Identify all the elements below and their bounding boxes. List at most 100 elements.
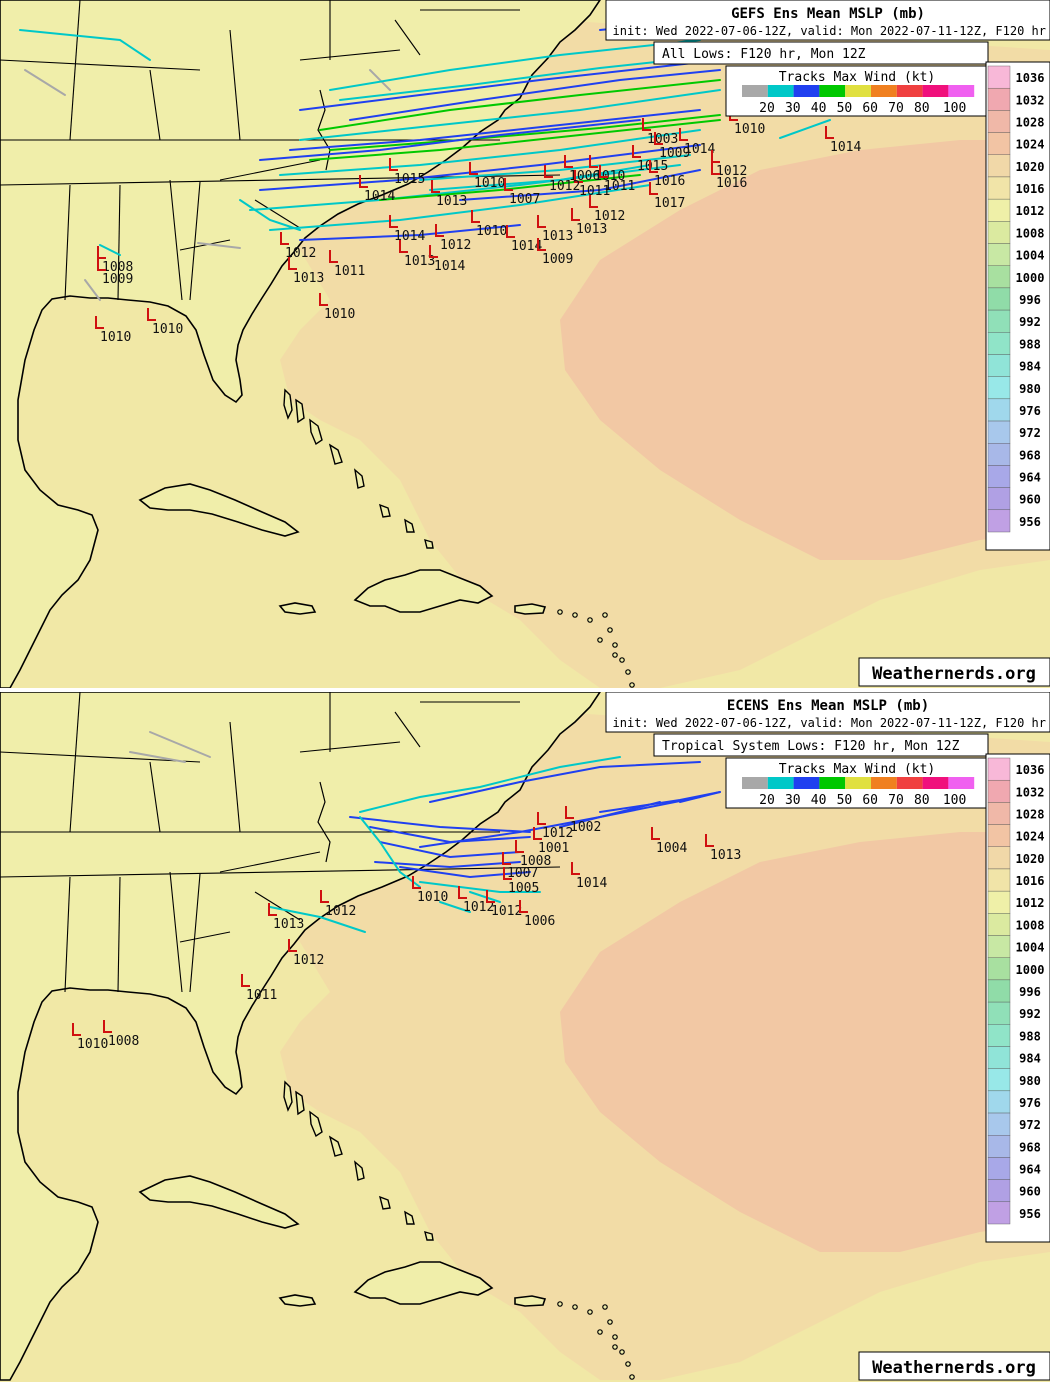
low-marker-icon: [486, 890, 495, 903]
bahamas-island: [309, 418, 323, 446]
colorbar-swatch: [987, 935, 1011, 958]
state-border: [0, 59, 201, 71]
lows-label-box: [653, 733, 989, 757]
storm-track: [279, 129, 701, 176]
state-border: [0, 751, 201, 763]
storm-track: [419, 796, 701, 848]
wind-color-swatch: [793, 85, 820, 97]
lesser-antilles-island: [602, 1304, 608, 1310]
low-marker-icon: [599, 165, 608, 178]
storm-track: [459, 169, 701, 201]
watermark: Weathernerds.org: [858, 1351, 1050, 1381]
storm-tracks: [19, 14, 831, 301]
lows-label-box: [653, 41, 989, 65]
colorbar-swatch: [987, 132, 1011, 155]
wind-color-swatch: [922, 85, 949, 97]
low-pressure-label: 1009: [102, 272, 133, 287]
low-marker-icon: [471, 210, 480, 223]
low-pressure-label: 1014: [684, 142, 715, 157]
storm-track: [374, 861, 521, 869]
lesser-antilles-island: [625, 669, 631, 675]
low-marker-icon: [564, 155, 573, 168]
low-pressure-label: 1008: [108, 1034, 139, 1049]
lows-label: Tropical System Lows: F120 hr, Mon 12Z: [662, 739, 960, 754]
state-border: [219, 159, 321, 181]
low-pressure-label: 1010: [594, 169, 625, 184]
wind-color-swatch: [767, 85, 794, 97]
wind-tick-label: 100: [943, 101, 966, 116]
storm-track: [99, 244, 121, 256]
wind-color-swatch: [948, 777, 975, 789]
colorbar-swatch: [987, 487, 1011, 511]
colorbar-label: 972: [1019, 1118, 1041, 1132]
track-legend-title: Tracks Max Wind (kt): [779, 70, 936, 85]
jamaica: [278, 602, 317, 615]
lesser-antilles-island: [607, 1319, 613, 1325]
low-marker-icon: [711, 162, 720, 175]
colorbar-label: 968: [1019, 448, 1041, 462]
wind-color-swatch: [845, 85, 871, 97]
low-marker-icon: [412, 876, 421, 889]
colorbar-label: 996: [1019, 985, 1041, 999]
colorbar-swatch: [987, 87, 1011, 111]
lesser-antilles-island: [557, 1301, 563, 1307]
colorbar-swatch: [987, 332, 1011, 355]
colorbar-label: 980: [1019, 382, 1041, 396]
state-border: [219, 851, 321, 873]
colorbar-swatch: [987, 1090, 1011, 1114]
colorbar-label: 1024: [1016, 830, 1045, 844]
header-box: GEFS Ens Mean MSLP (mb) init: Wed 2022-07…: [605, 0, 1050, 65]
bahamas-island: [404, 518, 415, 533]
state-border: [229, 721, 241, 833]
colorbar-label: 988: [1019, 337, 1041, 351]
cuba: [138, 483, 300, 537]
low-pressure-label: 1010: [474, 176, 505, 191]
lesser-antilles-island: [572, 1304, 578, 1310]
storm-track: [299, 59, 721, 111]
state-border: [179, 931, 231, 943]
low-pressure-label: 1011: [246, 988, 277, 1003]
low-pressure-label: 1013: [710, 848, 741, 863]
colorbar-swatch: [987, 824, 1011, 847]
low-pressure-label: 1014: [511, 239, 542, 254]
low-marker-icon: [649, 182, 658, 195]
low-pressure-label: 1011: [579, 184, 610, 199]
storm-track: [299, 89, 721, 141]
colorbar-swatch: [987, 354, 1011, 377]
low-marker-icon: [649, 160, 658, 173]
low-pressure-label: 1014: [576, 876, 607, 891]
low-pressure-label: 1013: [404, 254, 435, 269]
chesapeake-bay: [317, 781, 331, 863]
low-pressure-label: 1010: [417, 890, 448, 905]
storm-track: [197, 242, 241, 249]
bahamas-island: [378, 503, 391, 518]
low-marker-icon: [544, 165, 553, 178]
colorbar-label: 1028: [1016, 807, 1045, 821]
low-pressure-label: 1010: [734, 122, 765, 137]
state-border: [117, 876, 121, 993]
state-border: [189, 181, 201, 301]
ecens-panel: 1002 1012 1001 1008 1007 1005 1014 1004 1013 1010…: [0, 692, 1050, 1382]
low-pressure-label: 1002: [570, 820, 601, 835]
low-marker-icon: [359, 175, 368, 188]
low-pressure-label: 1012: [293, 953, 324, 968]
colorbar-label: 1024: [1016, 138, 1045, 152]
low-pressure-label: 1010: [476, 224, 507, 239]
low-pressure-label: 1012: [549, 179, 580, 194]
state-border: [149, 69, 161, 141]
colorbar-label: 1036: [1016, 763, 1045, 777]
state-border: [394, 711, 421, 748]
low-pressure-label: 1010: [152, 322, 183, 337]
colorbar-label: 1012: [1016, 896, 1045, 910]
storm-track: [319, 79, 721, 131]
colorbar-label: 1020: [1016, 160, 1045, 174]
chesapeake-bay: [317, 89, 331, 171]
colorbar-swatch: [987, 868, 1011, 892]
header-background: [605, 0, 1050, 41]
low-marker-icon: [389, 158, 398, 171]
storm-track: [329, 114, 721, 151]
low-marker-icon: [565, 806, 574, 819]
lesser-antilles-island: [619, 1349, 625, 1355]
wind-tick-label: 100: [943, 793, 966, 808]
